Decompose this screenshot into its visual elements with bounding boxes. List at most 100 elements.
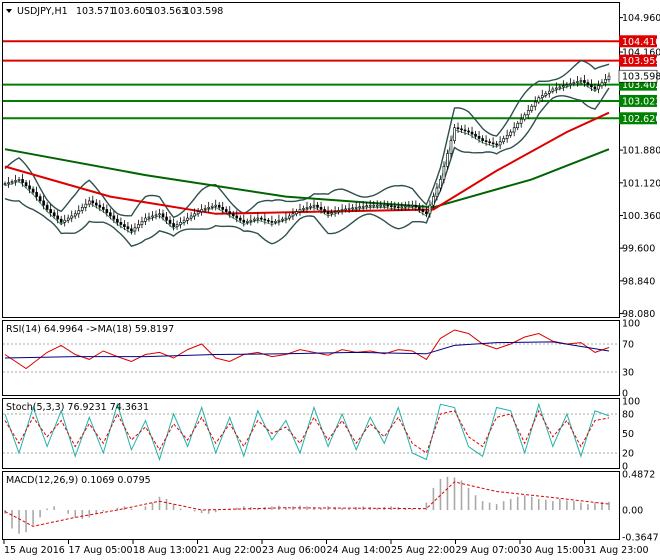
candle-body: [186, 217, 189, 221]
level-label-bg: [619, 54, 657, 67]
candle-body: [207, 207, 210, 209]
candle-body: [35, 191, 38, 197]
candle-body: [597, 85, 600, 90]
candle-body: [84, 203, 88, 208]
candle-body: [17, 179, 21, 181]
candle-body: [495, 143, 498, 146]
candle-body: [347, 208, 351, 210]
candle-body: [498, 141, 502, 146]
candle-body: [467, 130, 470, 133]
x-tick-label: 17 Aug 05:00: [69, 545, 133, 556]
candle-body: [249, 219, 253, 222]
candle-body: [333, 211, 337, 213]
price-tick-label: 104.960: [622, 13, 660, 24]
candle-body: [463, 129, 467, 132]
candle-body: [24, 182, 28, 187]
candle-body: [284, 217, 288, 220]
candle-body: [460, 128, 463, 131]
candle-body: [80, 207, 84, 211]
x-tick-label: 18 Aug 13:00: [133, 545, 197, 556]
candle-body: [7, 182, 10, 184]
candle-body: [512, 127, 516, 133]
level-label: 102.620: [622, 114, 660, 125]
candle-body: [172, 223, 175, 227]
price-tick-label: 101.880: [622, 146, 660, 157]
current-price-label: 103.598: [622, 72, 660, 83]
candle-body: [109, 212, 112, 217]
macd-pane: [2, 471, 620, 540]
candle-body: [516, 123, 519, 129]
candle-body: [179, 222, 182, 225]
candle-body: [382, 204, 386, 207]
candle-body: [263, 218, 267, 221]
candle-body: [70, 215, 74, 219]
x-tick-label: 24 Aug 14:00: [327, 545, 391, 556]
candle-body: [576, 81, 579, 83]
macd-title: MACD(12,26,9) 0.1069 0.0795: [6, 475, 151, 486]
candle-body: [407, 205, 411, 208]
candle-body: [421, 209, 425, 212]
rsi-tick-label: 30: [622, 368, 634, 379]
candle-body: [302, 208, 305, 210]
candle-body: [477, 136, 481, 139]
candle-body: [133, 227, 137, 232]
candle-body: [519, 118, 523, 124]
price-pane: [2, 2, 620, 318]
candle-body: [210, 205, 214, 208]
candle-body: [319, 207, 323, 210]
level-label: 103.402: [622, 80, 660, 91]
price-tick-label: 100.360: [622, 211, 660, 222]
candle-body: [77, 210, 81, 215]
stoch-tick-label: 80: [622, 410, 634, 421]
candle-body: [344, 208, 347, 211]
candle-body: [326, 211, 330, 215]
candle-body: [98, 204, 102, 208]
candle-body: [91, 200, 95, 204]
candle-body: [14, 180, 17, 182]
candle-body: [330, 212, 333, 215]
ohlc-open: 103.571: [76, 6, 115, 17]
candle-body: [562, 85, 565, 88]
candle-body: [533, 101, 537, 107]
stoch-main-line: [4, 402, 610, 462]
candle-body: [52, 212, 56, 217]
symbol-dropdown-icon[interactable]: [6, 9, 12, 13]
candle-body: [583, 80, 586, 83]
candle-body: [63, 219, 66, 223]
candle-body: [579, 80, 583, 82]
candle-body: [439, 179, 442, 189]
candle-body: [59, 218, 63, 223]
candle-body: [526, 110, 530, 116]
candle-body: [242, 219, 246, 223]
candle-body: [523, 114, 527, 120]
x-tick-label: 15 Aug 2016: [4, 545, 65, 556]
x-tick-label: 31 Aug 23:00: [585, 545, 649, 556]
candle-body: [548, 90, 551, 94]
candle-body: [389, 205, 393, 208]
price-tick-label: 98.840: [622, 276, 655, 287]
candle-body: [442, 166, 446, 180]
candle-body: [379, 204, 383, 207]
candle-body: [140, 220, 144, 225]
candle-body: [600, 82, 604, 87]
price-tick-label: 99.600: [622, 244, 655, 255]
band-lower: [4, 87, 610, 247]
candle-body: [470, 131, 474, 135]
candle-body: [21, 179, 24, 183]
candle-body: [182, 219, 186, 223]
candle-body: [530, 105, 534, 111]
candle-body: [354, 207, 358, 209]
candle-body: [31, 188, 35, 193]
candle-body: [558, 86, 562, 89]
ma-slow-line: [4, 148, 610, 209]
candle-body: [393, 205, 397, 208]
candle-body: [102, 207, 105, 210]
rsi-tick-label: 70: [622, 340, 634, 351]
level-label-bg: [619, 112, 657, 125]
candle-body: [10, 181, 14, 183]
candle-body: [73, 213, 77, 217]
candle-body: [158, 213, 161, 216]
candle-body: [375, 204, 379, 207]
candle-body: [316, 204, 319, 208]
macd-tick-label: -0.3647: [622, 533, 659, 544]
